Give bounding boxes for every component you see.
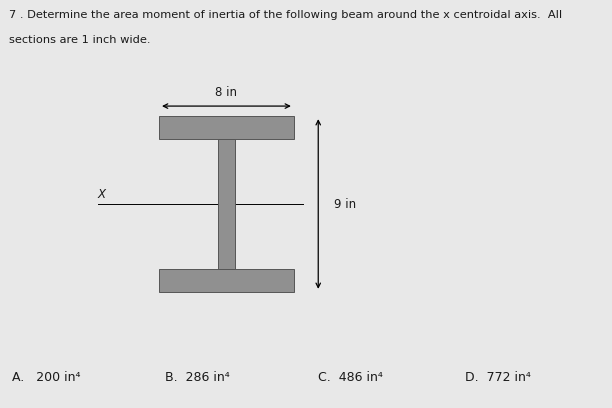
Text: A.   200 in⁴: A. 200 in⁴ xyxy=(12,370,81,384)
Bar xyxy=(218,139,235,269)
Bar xyxy=(159,269,294,292)
Text: C.  486 in⁴: C. 486 in⁴ xyxy=(318,370,383,384)
Text: 8 in: 8 in xyxy=(215,86,237,99)
Text: B.  286 in⁴: B. 286 in⁴ xyxy=(165,370,230,384)
Text: sections are 1 inch wide.: sections are 1 inch wide. xyxy=(9,35,151,45)
Text: D.  772 in⁴: D. 772 in⁴ xyxy=(465,370,531,384)
Bar xyxy=(159,116,294,139)
Text: 7 . Determine the area moment of inertia of the following beam around the x cent: 7 . Determine the area moment of inertia… xyxy=(9,10,562,20)
Text: 9 in: 9 in xyxy=(334,197,356,211)
Text: X: X xyxy=(98,188,106,201)
